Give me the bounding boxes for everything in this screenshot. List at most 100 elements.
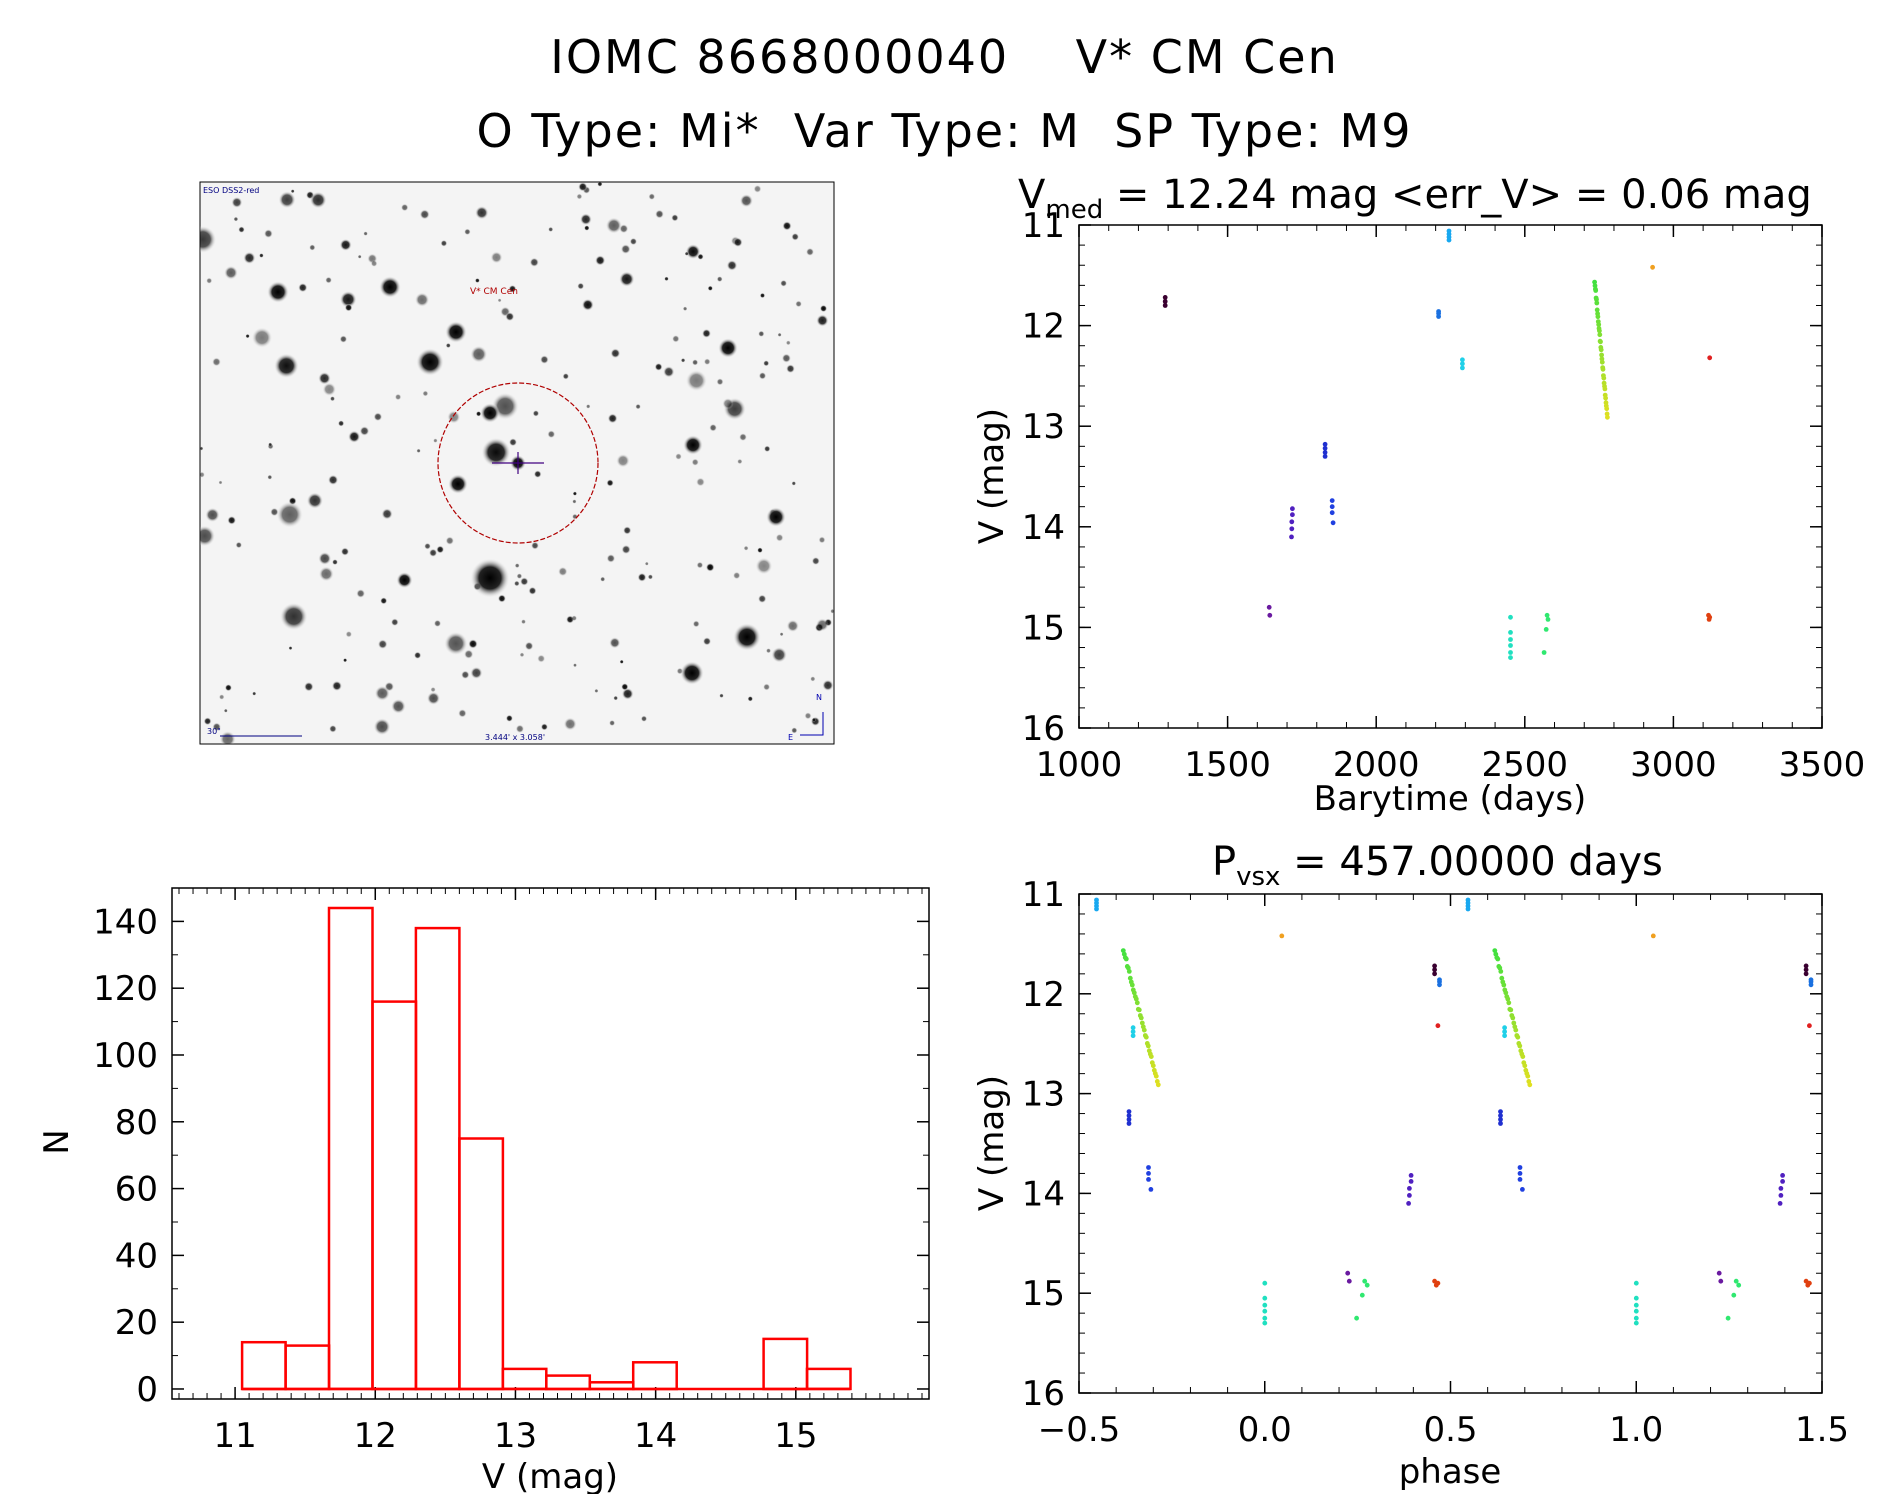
finder-star xyxy=(759,292,766,299)
finder-image: ESO DSS2-red V* CM Cen 30" 3.444' x 3.05… xyxy=(199,181,835,745)
light-curve-point xyxy=(1541,650,1547,655)
finder-star xyxy=(357,254,362,259)
finder-star xyxy=(597,182,603,187)
finder-star xyxy=(606,479,614,487)
finder-star xyxy=(533,470,542,478)
finder-star xyxy=(558,566,568,577)
light-curve-point xyxy=(1329,510,1335,516)
light-curve-y-label: V (mag) xyxy=(972,408,1012,544)
phase-plot-point xyxy=(1126,1117,1132,1122)
phase-plot-point xyxy=(1130,1029,1136,1035)
light-curve-point xyxy=(1544,612,1550,618)
finder-star xyxy=(818,536,826,544)
phase-plot-point xyxy=(1778,1193,1784,1198)
finder-star xyxy=(356,589,366,598)
finder-star-bright xyxy=(379,276,401,298)
light-curve-point xyxy=(1460,361,1465,367)
phase-plot-point xyxy=(1148,1054,1154,1059)
finder-star xyxy=(276,501,304,528)
finder-star xyxy=(791,232,800,241)
finder-star xyxy=(329,724,337,733)
finder-star xyxy=(340,547,350,556)
finder-star xyxy=(433,438,438,443)
finder-star-bright xyxy=(680,661,704,685)
finder-star-field xyxy=(200,182,834,744)
phase-plot-x-tick-label: 0.0 xyxy=(1238,1410,1292,1450)
finder-star xyxy=(664,276,669,282)
light-curve-point xyxy=(1508,637,1513,642)
light-curve-point xyxy=(1267,612,1273,618)
light-curve-x-label: Barytime (days) xyxy=(1314,779,1587,819)
finder-star xyxy=(519,652,525,658)
finder-star xyxy=(613,695,619,701)
finder-star xyxy=(629,237,638,246)
histogram-bar xyxy=(762,1337,809,1391)
finder-star xyxy=(804,712,812,720)
finder-star xyxy=(400,203,409,212)
finder-star xyxy=(327,474,339,486)
finder-star xyxy=(531,541,539,550)
finder-star xyxy=(218,694,225,700)
finder-star xyxy=(348,430,361,443)
phase-plot-point xyxy=(1633,1280,1639,1286)
finder-star xyxy=(422,390,429,397)
finder-star xyxy=(685,244,701,260)
finder-star xyxy=(416,448,421,453)
phase-plot-point xyxy=(1633,1308,1639,1314)
phase-plot-point xyxy=(1148,1187,1154,1192)
finder-star xyxy=(786,364,795,374)
finder-star xyxy=(470,345,488,363)
light-curve-panel: Vmed = 12.24 mag <err_V> = 0.06 mag 1000… xyxy=(972,172,1865,819)
light-curve-point xyxy=(1706,617,1712,622)
phase-plot-point xyxy=(1498,1117,1503,1122)
phase-plot-point xyxy=(1123,956,1129,962)
light-curve-point xyxy=(1594,297,1599,302)
light-curve-x-tick-label: 1500 xyxy=(1184,745,1271,785)
finder-star xyxy=(339,238,352,251)
finder-star xyxy=(329,396,336,402)
finder-star xyxy=(737,458,743,465)
light-curve-point xyxy=(1436,314,1441,319)
finder-star xyxy=(572,491,578,496)
phase-plot-y-tick-label: 13 xyxy=(1022,1075,1065,1115)
finder-star xyxy=(819,304,828,313)
histogram-y-tick-label: 100 xyxy=(93,1036,158,1076)
histogram-y-label: N xyxy=(37,1129,77,1154)
phase-plot-point xyxy=(1408,1173,1414,1178)
finder-star xyxy=(233,216,239,222)
phase-plot-point xyxy=(1506,1000,1512,1006)
phase-plot-point xyxy=(1432,963,1437,969)
finder-star xyxy=(811,717,817,723)
finder-star xyxy=(200,525,216,547)
finder-star xyxy=(513,580,520,587)
light-curve-point xyxy=(1601,375,1607,381)
finder-star xyxy=(781,353,792,363)
phase-plot-point xyxy=(1492,948,1498,953)
finder-star xyxy=(780,279,788,287)
finder-star-bright xyxy=(733,623,761,651)
finder-star xyxy=(245,333,250,339)
finder-star xyxy=(288,646,293,651)
phase-plot-x-tick-label: 1.0 xyxy=(1609,1410,1663,1450)
finder-star xyxy=(758,372,767,380)
phase-plot-y-tick-label: 14 xyxy=(1022,1174,1065,1214)
light-curve-point xyxy=(1322,445,1328,451)
finder-star xyxy=(516,573,523,579)
phase-plot-point xyxy=(1126,1121,1132,1126)
phase-plot-point xyxy=(1498,1113,1503,1118)
light-curve-title: Vmed = 12.24 mag <err_V> = 0.06 mag xyxy=(1018,172,1812,225)
histogram-y-tick-label: 140 xyxy=(93,902,158,942)
phase-plot-point xyxy=(1262,1302,1268,1308)
phase-plot-point xyxy=(1435,1023,1441,1029)
finder-star xyxy=(359,426,370,436)
histogram-x-tick-label: 13 xyxy=(494,1416,537,1456)
light-curve-x-tick-label: 1000 xyxy=(1036,745,1123,785)
finder-star-bright xyxy=(267,281,289,303)
phase-plot-point xyxy=(1126,1113,1132,1118)
finder-star xyxy=(782,221,792,231)
phase-plot-point xyxy=(1502,1033,1507,1039)
finder-star xyxy=(540,723,549,731)
light-curve-y-tick-label: 13 xyxy=(1022,407,1065,447)
finder-star xyxy=(757,547,763,554)
finder-star xyxy=(514,563,520,569)
